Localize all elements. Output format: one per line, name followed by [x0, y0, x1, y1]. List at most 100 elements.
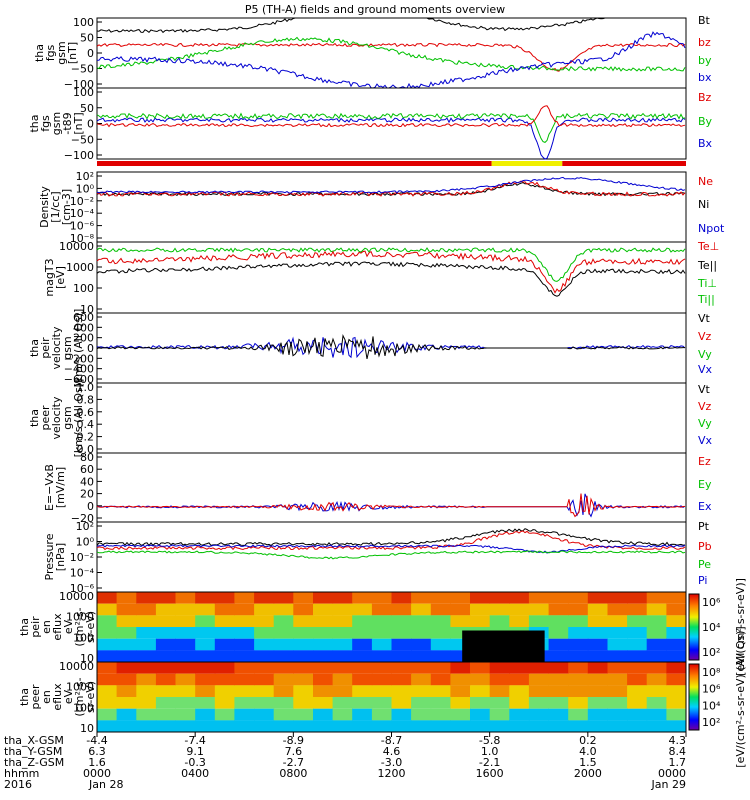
- ephemeris-x-value: -8.7: [381, 734, 402, 747]
- spectrogram-cell: [136, 662, 157, 674]
- colorbar: [688, 593, 700, 661]
- spectrogram-cell: [450, 673, 471, 686]
- y-tick-label: 0.8: [77, 393, 95, 406]
- spectrogram-cell: [646, 685, 667, 697]
- spectrogram-cell: [254, 603, 275, 616]
- y-axis-label-line: fgs: [39, 115, 52, 132]
- y-tick-label: 10000: [59, 240, 94, 253]
- ephemeris-x-value: 4.3: [669, 734, 687, 747]
- spectrogram-cell: [568, 720, 589, 732]
- legend-Pb: Pb: [698, 540, 712, 553]
- spectrogram-cell: [136, 627, 157, 639]
- y-tick-label: 10000: [59, 660, 94, 673]
- legend-Vy: Vy: [698, 417, 712, 430]
- spectrogram-cell: [509, 662, 530, 674]
- ephemeris-y-value: 4.6: [383, 745, 401, 758]
- spectrogram-cell: [450, 592, 471, 604]
- y-tick-label: 10⁻⁶: [70, 582, 95, 595]
- y-axis-label-line: fgs: [44, 44, 57, 61]
- spectrogram-cell: [352, 685, 373, 697]
- spectrogram-cell: [352, 720, 373, 732]
- legend-bz: bz: [698, 36, 711, 49]
- spectrogram-cell: [313, 627, 334, 639]
- spectrogram-cell: [646, 708, 667, 721]
- spectrogram-cell: [175, 673, 196, 686]
- spectrogram-cell: [214, 592, 235, 604]
- y-axis-label-line: Density: [38, 186, 51, 228]
- y-tick-label: 60: [80, 463, 94, 476]
- spectrogram-cell: [195, 720, 216, 732]
- spectrogram-cell: [587, 615, 608, 627]
- y-tick-label: 1000: [66, 261, 94, 274]
- colorbar-tick-label: 10²: [702, 646, 720, 659]
- spectrogram-cell: [489, 685, 510, 697]
- spectrogram-cell: [646, 720, 667, 732]
- series-Pt: [96, 528, 686, 547]
- spectrogram-cell: [470, 592, 491, 604]
- spectrogram-nodata: [462, 630, 545, 662]
- spectrogram-cell: [214, 697, 235, 709]
- spectrogram-cell: [509, 720, 530, 732]
- mode-bar-fast: [491, 161, 563, 166]
- y-tick-label: 10⁰: [76, 182, 95, 195]
- spectrogram-cell: [293, 685, 314, 697]
- spectrogram-cell: [97, 708, 118, 721]
- spectrogram-cell: [607, 627, 628, 639]
- spectrogram-cell: [587, 627, 608, 639]
- y-tick-label: −50: [71, 133, 94, 146]
- spectrogram-cell: [313, 638, 334, 651]
- panel-frame: [96, 87, 687, 160]
- spectrogram-cell: [411, 592, 432, 604]
- ephemeris-y-value: 7.6: [285, 745, 303, 758]
- spectrogram-cell: [509, 697, 530, 709]
- y-axis-label-line: eV: [62, 619, 75, 634]
- spectrogram-cell: [430, 673, 451, 686]
- spectrogram-cell: [254, 592, 275, 604]
- spectrogram-cell: [411, 638, 432, 651]
- y-axis-label: thapeirvelocitygsm[km/s (All Qs)]: [28, 309, 85, 388]
- ephemeris-z-value: 1.5: [579, 756, 597, 769]
- y-axis-label: thafgsgsm[nT]: [33, 41, 79, 64]
- legend-Pi: Pi: [698, 574, 707, 587]
- y-tick-label: −100: [64, 149, 94, 162]
- spectrogram-cell: [195, 650, 216, 662]
- spectrogram-cell: [273, 603, 294, 616]
- spectrogram-cell: [175, 720, 196, 732]
- spectrogram-cell: [627, 685, 648, 697]
- colorbar-tick-label: 10²: [702, 716, 720, 729]
- spectrogram-cell: [254, 650, 275, 662]
- panel-10: 10000 1000 100 10 thapeerenefluxeV(cm²-s-sr-…: [18, 660, 721, 735]
- spectrogram-cell: [646, 592, 667, 604]
- ephemeris-y-value: 6.3: [88, 745, 106, 758]
- y-axis-label-line: [km/s (All Qs)]: [72, 309, 85, 388]
- spectrogram-cell: [116, 708, 137, 721]
- y-axis-label-line: Pressure: [43, 533, 56, 580]
- y-tick-label: 0.0: [77, 443, 95, 456]
- y-axis-label: Pressure[nPa]: [43, 533, 67, 580]
- ephemeris-date: Jan 28: [88, 778, 123, 791]
- spectrogram-cell: [450, 638, 471, 651]
- panel-frame: [96, 171, 687, 243]
- spectrogram-cell: [214, 720, 235, 732]
- spectrogram-cell: [430, 720, 451, 732]
- spectrogram-cell: [175, 627, 196, 639]
- legend-Ti||: Ti||: [697, 293, 715, 306]
- spectrogram-cell: [195, 627, 216, 639]
- spectrogram-cell: [430, 650, 451, 662]
- ephemeris-y-value: 4.0: [579, 745, 597, 758]
- panel-frame: [96, 521, 687, 593]
- ephemeris-row-label: tha_Y-GSM: [4, 745, 62, 758]
- y-tick-label: 0: [87, 118, 94, 131]
- spectrogram-cell: [430, 615, 451, 627]
- spectrogram-cell: [666, 662, 687, 674]
- spectrogram-cell: [293, 615, 314, 627]
- spectrogram-cell: [332, 603, 353, 616]
- spectrogram-cell: [568, 615, 589, 627]
- spectrogram-cell: [391, 685, 412, 697]
- spectrogram-cell: [430, 697, 451, 709]
- spectrogram-cell: [411, 615, 432, 627]
- spectrogram-cell: [155, 685, 176, 697]
- y-axis-label-line: E=−VxB: [43, 464, 56, 511]
- spectrogram-cell: [293, 603, 314, 616]
- legend-Vx: Vx: [698, 363, 713, 376]
